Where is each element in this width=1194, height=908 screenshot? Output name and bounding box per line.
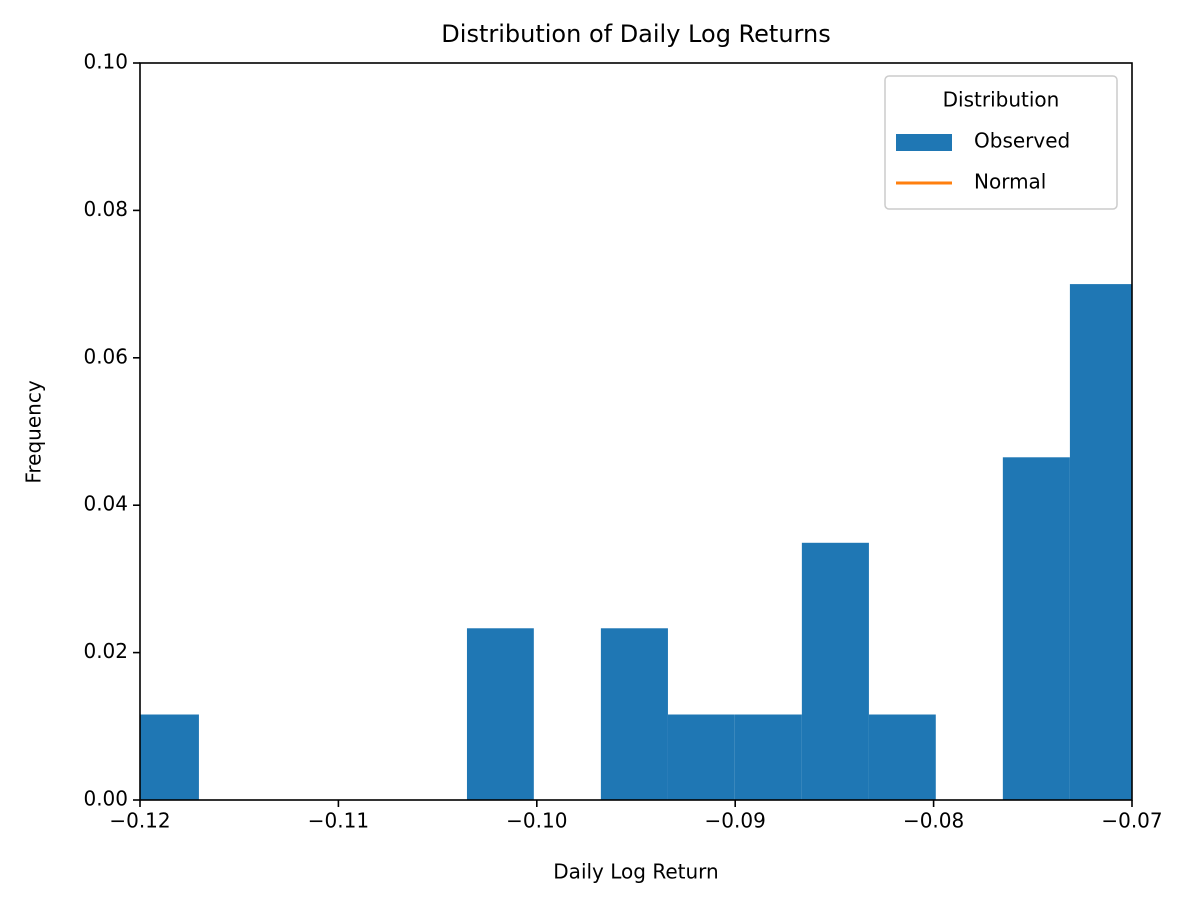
histogram-bar bbox=[734, 714, 802, 800]
x-tick-label: −0.11 bbox=[308, 809, 369, 833]
histogram-bar bbox=[667, 714, 735, 800]
plot-area bbox=[140, 284, 1132, 800]
y-tick-label: 0.10 bbox=[83, 50, 128, 74]
legend-label: Observed bbox=[974, 129, 1070, 153]
x-tick-label: −0.08 bbox=[903, 809, 964, 833]
y-tick-label: 0.00 bbox=[83, 787, 128, 811]
histogram-bar bbox=[868, 714, 936, 800]
histogram-bar bbox=[1069, 284, 1132, 800]
legend-handle bbox=[896, 134, 952, 151]
legend-box bbox=[884, 75, 1118, 210]
y-axis-label: Frequency bbox=[22, 380, 46, 483]
histogram-bar bbox=[466, 628, 534, 800]
legend-label: Normal bbox=[974, 170, 1046, 194]
y-tick-label: 0.02 bbox=[83, 639, 128, 663]
y-tick-label: 0.06 bbox=[83, 344, 128, 368]
x-tick-label: −0.12 bbox=[109, 809, 170, 833]
x-tick-label: −0.09 bbox=[705, 809, 766, 833]
axes-frame bbox=[139, 62, 1133, 801]
histogram-bar bbox=[140, 714, 199, 800]
x-axis-label: Daily Log Return bbox=[553, 860, 718, 884]
histogram-bar bbox=[600, 628, 668, 800]
x-tick-label: −0.07 bbox=[1101, 809, 1162, 833]
chart-title: Distribution of Daily Log Returns bbox=[441, 20, 830, 48]
histogram-bar bbox=[801, 542, 869, 800]
histogram-bar bbox=[1002, 457, 1070, 800]
x-tick-label: −0.10 bbox=[506, 809, 567, 833]
y-tick-label: 0.08 bbox=[83, 197, 128, 221]
legend-title: Distribution bbox=[943, 88, 1060, 112]
y-tick-label: 0.04 bbox=[83, 492, 128, 516]
